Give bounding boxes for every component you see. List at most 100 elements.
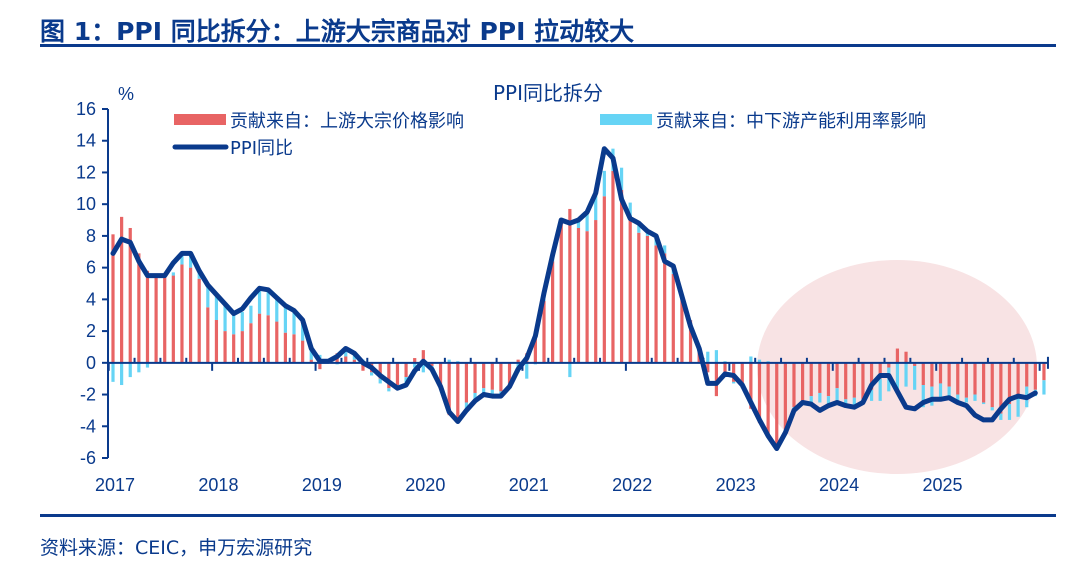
bar-upstream	[387, 362, 391, 389]
bar-upstream	[283, 332, 287, 363]
bar-upstream	[482, 362, 486, 389]
bar-upstream	[904, 351, 908, 363]
bar-upstream	[594, 220, 598, 363]
bar-midstream	[619, 167, 624, 190]
bar-midstream	[240, 312, 244, 332]
bar-midstream	[930, 386, 934, 406]
bar-midstream	[1016, 394, 1020, 417]
bar-midstream	[464, 402, 469, 411]
axes-group: 16 14 12 10 8 6 4 2 0 -2 -4 -6 2017 2018 2019 2020 2021 2…	[76, 99, 1049, 495]
x-tick-label: 2024	[819, 475, 859, 495]
bar-upstream	[197, 278, 201, 363]
bar-upstream	[361, 362, 365, 371]
bar-midstream	[387, 388, 391, 392]
bar-midstream	[904, 362, 908, 387]
legend: 贡献来自：上游大宗价格影响 贡献来自：中下游产能利用率影响 PPI同比	[172, 111, 926, 159]
bar-midstream	[447, 359, 451, 363]
bar-upstream	[628, 216, 632, 363]
bar-upstream	[783, 362, 787, 430]
bar-midstream	[956, 394, 960, 403]
bar-midstream	[180, 253, 184, 265]
bar-upstream	[490, 362, 494, 390]
bar-midstream	[266, 289, 270, 316]
bar-upstream	[723, 362, 727, 376]
bar-midstream	[413, 362, 417, 368]
y-unit-label: %	[118, 84, 134, 104]
source-note: 资料来源：CEIC，申万宏源研究	[40, 537, 313, 559]
bar-upstream	[249, 323, 253, 363]
bar-upstream	[671, 273, 675, 363]
bar-upstream	[128, 227, 132, 363]
bar-upstream	[740, 362, 744, 387]
bar-upstream	[714, 362, 718, 397]
bar-upstream	[533, 334, 537, 363]
bar-upstream	[1016, 362, 1020, 395]
bar-upstream	[611, 170, 615, 363]
bar-midstream	[757, 359, 762, 363]
bar-upstream	[732, 362, 736, 382]
bar-midstream	[913, 365, 917, 390]
bar-midstream	[214, 294, 219, 320]
ppi-yoy-line	[110, 146, 1038, 451]
bar-midstream	[878, 378, 882, 401]
bar-upstream	[1025, 362, 1029, 387]
bar-upstream	[542, 300, 546, 363]
y-tick-label: 16	[76, 99, 96, 119]
bar-midstream	[921, 385, 925, 408]
legend-swatch-upstream	[174, 114, 226, 125]
bar-upstream	[180, 264, 184, 363]
bar-upstream	[137, 253, 141, 363]
bar-midstream	[947, 386, 951, 398]
bar-upstream	[680, 299, 684, 363]
bar-midstream	[973, 394, 977, 401]
bar-upstream	[223, 331, 227, 363]
bar-midstream	[964, 397, 968, 403]
bar-upstream	[171, 275, 175, 363]
bar-upstream	[913, 362, 917, 366]
bar-upstream	[602, 196, 606, 363]
bar-upstream	[438, 362, 443, 387]
bar-upstream	[792, 362, 796, 408]
bar-upstream	[447, 362, 451, 416]
bar-midstream	[421, 362, 425, 373]
bar-midstream	[482, 388, 486, 395]
bar-upstream	[1042, 362, 1046, 381]
bar-midstream	[344, 348, 348, 357]
x-tick-label: 2025	[922, 475, 962, 495]
bar-midstream	[283, 305, 287, 333]
bar-midstream	[292, 310, 296, 335]
bar-upstream	[895, 348, 900, 363]
bar-upstream	[240, 331, 244, 363]
bar-midstream	[171, 272, 175, 276]
bar-upstream	[844, 362, 848, 400]
y-tick-label: 0	[86, 353, 96, 373]
x-tick-label: 2018	[198, 475, 238, 495]
bar-midstream	[732, 381, 736, 384]
bar-upstream	[861, 362, 865, 400]
bar-upstream	[818, 362, 822, 393]
y-tick-label: -2	[80, 385, 96, 405]
bar-midstream	[473, 392, 477, 401]
bar-midstream	[818, 392, 822, 403]
bar-upstream	[757, 362, 762, 424]
y-tick-label: -4	[80, 416, 96, 436]
bar-upstream	[619, 189, 624, 363]
bar-midstream	[120, 362, 124, 386]
bar-midstream	[301, 319, 305, 341]
x-tick-label: 2019	[302, 475, 342, 495]
bar-upstream	[111, 234, 115, 363]
bar-midstream	[1007, 404, 1012, 420]
bar-upstream	[352, 359, 356, 363]
y-tick-label: 6	[86, 258, 96, 278]
bar-upstream	[464, 362, 469, 403]
bar-upstream	[499, 362, 503, 392]
bar-upstream	[318, 362, 322, 370]
chart-title: PPI同比拆分	[493, 81, 603, 105]
y-tick-label: 10	[76, 194, 96, 214]
legend-swatch-midstream	[600, 114, 652, 125]
bar-upstream	[301, 340, 305, 363]
legend-label: PPI同比	[230, 138, 293, 159]
bar-upstream	[378, 362, 382, 379]
bar-midstream	[1042, 380, 1046, 395]
bar-midstream	[602, 170, 606, 197]
